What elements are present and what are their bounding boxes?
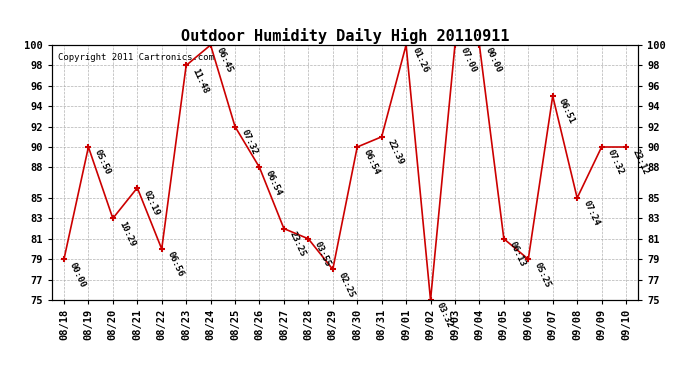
Text: 07:00: 07:00: [459, 46, 479, 75]
Text: 00:00: 00:00: [484, 46, 503, 75]
Text: 06:54: 06:54: [264, 169, 283, 197]
Text: 22:39: 22:39: [386, 138, 405, 166]
Text: 01:26: 01:26: [411, 46, 430, 75]
Text: 10:29: 10:29: [117, 220, 137, 248]
Text: 06:51: 06:51: [557, 98, 576, 126]
Text: 06:13: 06:13: [508, 240, 528, 268]
Text: 23:12: 23:12: [630, 148, 650, 177]
Text: 00:00: 00:00: [68, 261, 88, 289]
Text: 02:19: 02:19: [141, 189, 161, 217]
Text: Copyright 2011 Cartronics.com: Copyright 2011 Cartronics.com: [58, 53, 213, 62]
Text: 11:48: 11:48: [190, 67, 210, 95]
Text: 05:25: 05:25: [533, 261, 552, 289]
Text: 07:32: 07:32: [239, 128, 259, 156]
Text: 06:54: 06:54: [362, 148, 381, 177]
Text: 23:25: 23:25: [288, 230, 308, 258]
Text: 06:56: 06:56: [166, 251, 186, 279]
Title: Outdoor Humidity Daily High 20110911: Outdoor Humidity Daily High 20110911: [181, 28, 509, 44]
Text: 05:50: 05:50: [92, 148, 112, 177]
Text: 03:55: 03:55: [313, 240, 332, 268]
Text: 07:24: 07:24: [581, 200, 601, 228]
Text: 07:32: 07:32: [606, 148, 625, 177]
Text: 02:25: 02:25: [337, 271, 357, 299]
Text: 03:32: 03:32: [435, 302, 454, 330]
Text: 06:45: 06:45: [215, 46, 235, 75]
